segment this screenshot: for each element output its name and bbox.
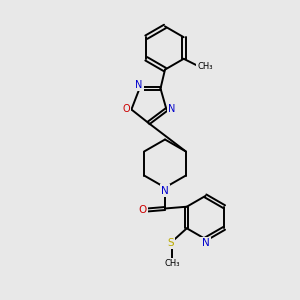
Text: O: O bbox=[138, 205, 147, 215]
Text: N: N bbox=[202, 238, 209, 248]
Text: O: O bbox=[123, 104, 130, 115]
Text: N: N bbox=[161, 185, 169, 196]
Text: N: N bbox=[135, 80, 142, 90]
Text: CH₃: CH₃ bbox=[198, 62, 213, 71]
Text: N: N bbox=[168, 104, 175, 115]
Text: CH₃: CH₃ bbox=[164, 259, 179, 268]
Text: S: S bbox=[167, 238, 174, 248]
